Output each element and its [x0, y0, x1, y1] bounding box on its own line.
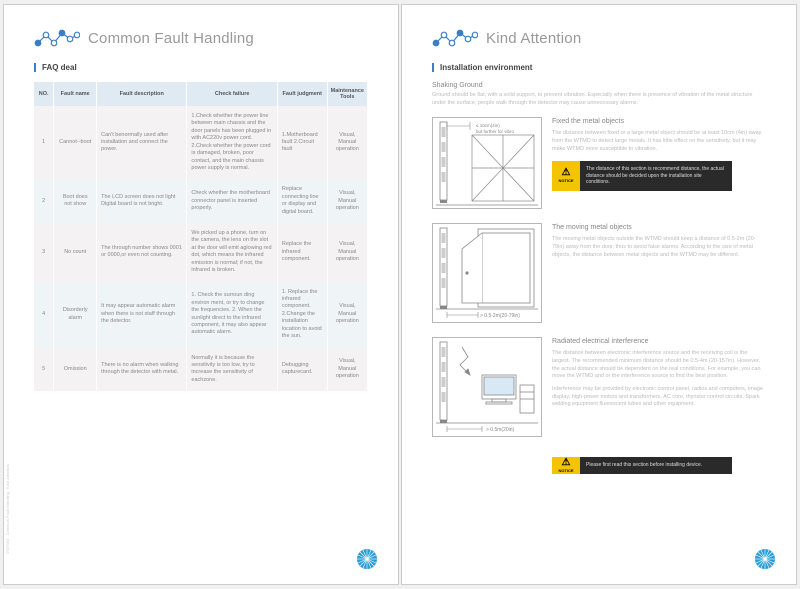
- table-cell: Replace the infrared component.: [277, 223, 327, 282]
- table-cell: 4: [34, 282, 54, 348]
- faq-table: NO.Fault nameFault descriptionCheck fail…: [34, 82, 368, 391]
- notice-box: ⚠ NOTICE Please first read this section …: [552, 457, 732, 474]
- corner-logo-icon: [356, 548, 378, 570]
- table-cell: 5: [34, 348, 54, 392]
- attention-body: The distance between fixed or a large me…: [552, 130, 766, 153]
- table-header-row: NO.Fault nameFault descriptionCheck fail…: [34, 82, 368, 106]
- table-cell: Visual, Manual operation: [327, 223, 367, 282]
- table-cell: Normally it is because the sensitivity i…: [187, 348, 278, 392]
- attention-row: ≤ 10cm(4in)but further for vibroFixed th…: [432, 117, 766, 209]
- right-page: Kind Attention Installation environment …: [401, 4, 797, 585]
- table-cell: 1: [34, 106, 54, 179]
- attention-row: > 0.5-2m(20-79in) The moving metal object…: [432, 223, 766, 323]
- page-title: Common Fault Handling: [88, 30, 254, 47]
- notice-label: NOTICE: [558, 178, 573, 184]
- table-header: Check failure: [187, 82, 278, 106]
- connected-dots-icon: [432, 29, 478, 47]
- notice-badge-icon: ⚠ NOTICE: [552, 457, 580, 474]
- attention-title: The moving metal objects: [552, 223, 766, 233]
- table-row: 4Disorderly alarmIt may appear automatic…: [34, 282, 368, 348]
- attention-body: The moving metal objects outside the WTM…: [552, 236, 766, 259]
- section-label: Installation environment: [432, 63, 766, 72]
- table-cell: The LCD screen does not light Digital bo…: [97, 179, 187, 223]
- side-vertical-text: ©WTMD Common Fault Handling Kind Attenti…: [5, 464, 10, 554]
- page-title: Kind Attention: [486, 30, 581, 47]
- notice-body: Please first read this section before in…: [580, 457, 732, 474]
- table-row: 5OmissionThere is no alarm when walking …: [34, 348, 368, 392]
- attention-body: Interference may be provided by electron…: [552, 386, 766, 409]
- table-cell: Cannot--boot: [54, 106, 97, 179]
- left-page: Common Fault Handling FAQ deal NO.Fault …: [3, 4, 399, 585]
- attention-row: > 0.5m(20in) Radiated electrical interfer…: [432, 337, 766, 437]
- svg-text:but further for vibro: but further for vibro: [476, 129, 515, 134]
- table-header: NO.: [34, 82, 54, 106]
- table-cell: We picked up a phone, turn on the camera…: [187, 223, 278, 282]
- table-cell: Visual, Manual operation: [327, 348, 367, 392]
- svg-text:> 0.5m(20in): > 0.5m(20in): [486, 427, 515, 433]
- table-header: Fault description: [97, 82, 187, 106]
- table-cell: Visual, Manual operation: [327, 282, 367, 348]
- connected-dots-icon: [34, 29, 80, 47]
- table-cell: Replace connecting line or display and d…: [277, 179, 327, 223]
- section-label: FAQ deal: [34, 63, 368, 72]
- notice-body: The distance of this section is recommen…: [580, 161, 732, 191]
- table-cell: It may appear automatic alarm when there…: [97, 282, 187, 348]
- notice-box: ⚠NOTICEThe distance of this section is r…: [552, 161, 732, 191]
- attention-items: ≤ 10cm(4in)but further for vibroFixed th…: [432, 117, 766, 437]
- shaking-title: Shaking Ground: [432, 82, 766, 89]
- table-cell: Omission: [54, 348, 97, 392]
- table-row: 2Boot does not showThe LCD screen does n…: [34, 179, 368, 223]
- table-row: 1Cannot--bootCan't benormally used after…: [34, 106, 368, 179]
- table-cell: 2: [34, 179, 54, 223]
- table-cell: Can't benormally used after installation…: [97, 106, 187, 179]
- table-header: Fault judgment: [277, 82, 327, 106]
- table-cell: Boot does not show: [54, 179, 97, 223]
- attention-body: The distance between electronic interfer…: [552, 350, 766, 381]
- table-cell: Check whether the motherboard connector …: [187, 179, 278, 223]
- table-row: 3No countThe through number shows 0001 o…: [34, 223, 368, 282]
- page-header: Kind Attention: [432, 29, 766, 47]
- table-cell: Visual, Manual operation: [327, 179, 367, 223]
- attention-text: Radiated electrical interference The dist…: [552, 337, 766, 409]
- table-header: Fault name: [54, 82, 97, 106]
- table-cell: Disorderly alarm: [54, 282, 97, 348]
- notice-badge-icon: ⚠NOTICE: [552, 161, 580, 191]
- table-cell: The through number shows 0001 or 0000,or…: [97, 223, 187, 282]
- table-cell: 1.Motherboard fault 2.Circuit fault: [277, 106, 327, 179]
- table-cell: No count: [54, 223, 97, 282]
- table-cell: There is no alarm when walking through t…: [97, 348, 187, 392]
- table-cell: 1.Check whether the power line between m…: [187, 106, 278, 179]
- corner-logo-icon: [754, 548, 776, 570]
- diagram: ≤ 10cm(4in)but further for vibro: [432, 117, 542, 209]
- table-cell: 1. Check the surroun ding environ ment, …: [187, 282, 278, 348]
- attention-title: Fixed the metal objects: [552, 117, 766, 127]
- diagram: > 0.5-2m(20-79in): [432, 223, 542, 323]
- attention-text: Fixed the metal objects The distance betw…: [552, 117, 766, 190]
- table-cell: 1. Replace the infrared component. 2.Cha…: [277, 282, 327, 348]
- table-cell: 3: [34, 223, 54, 282]
- attention-text: The moving metal objects The moving metal…: [552, 223, 766, 259]
- notice-label: NOTICE: [558, 468, 573, 473]
- page-header: Common Fault Handling: [34, 29, 368, 47]
- shaking-body: Ground should be flat, with a solid supp…: [432, 92, 766, 107]
- diagram: > 0.5m(20in): [432, 337, 542, 437]
- svg-text:> 0.5-2m(20-79in): > 0.5-2m(20-79in): [480, 313, 520, 319]
- table-header: Maintenance Tools: [327, 82, 367, 106]
- svg-text:≤ 10cm(4in): ≤ 10cm(4in): [476, 123, 500, 128]
- page-spread: Common Fault Handling FAQ deal NO.Fault …: [3, 4, 797, 585]
- table-cell: Visual, Manual operation: [327, 106, 367, 179]
- attention-title: Radiated electrical interference: [552, 337, 766, 347]
- table-cell: Debugging capturecard.: [277, 348, 327, 392]
